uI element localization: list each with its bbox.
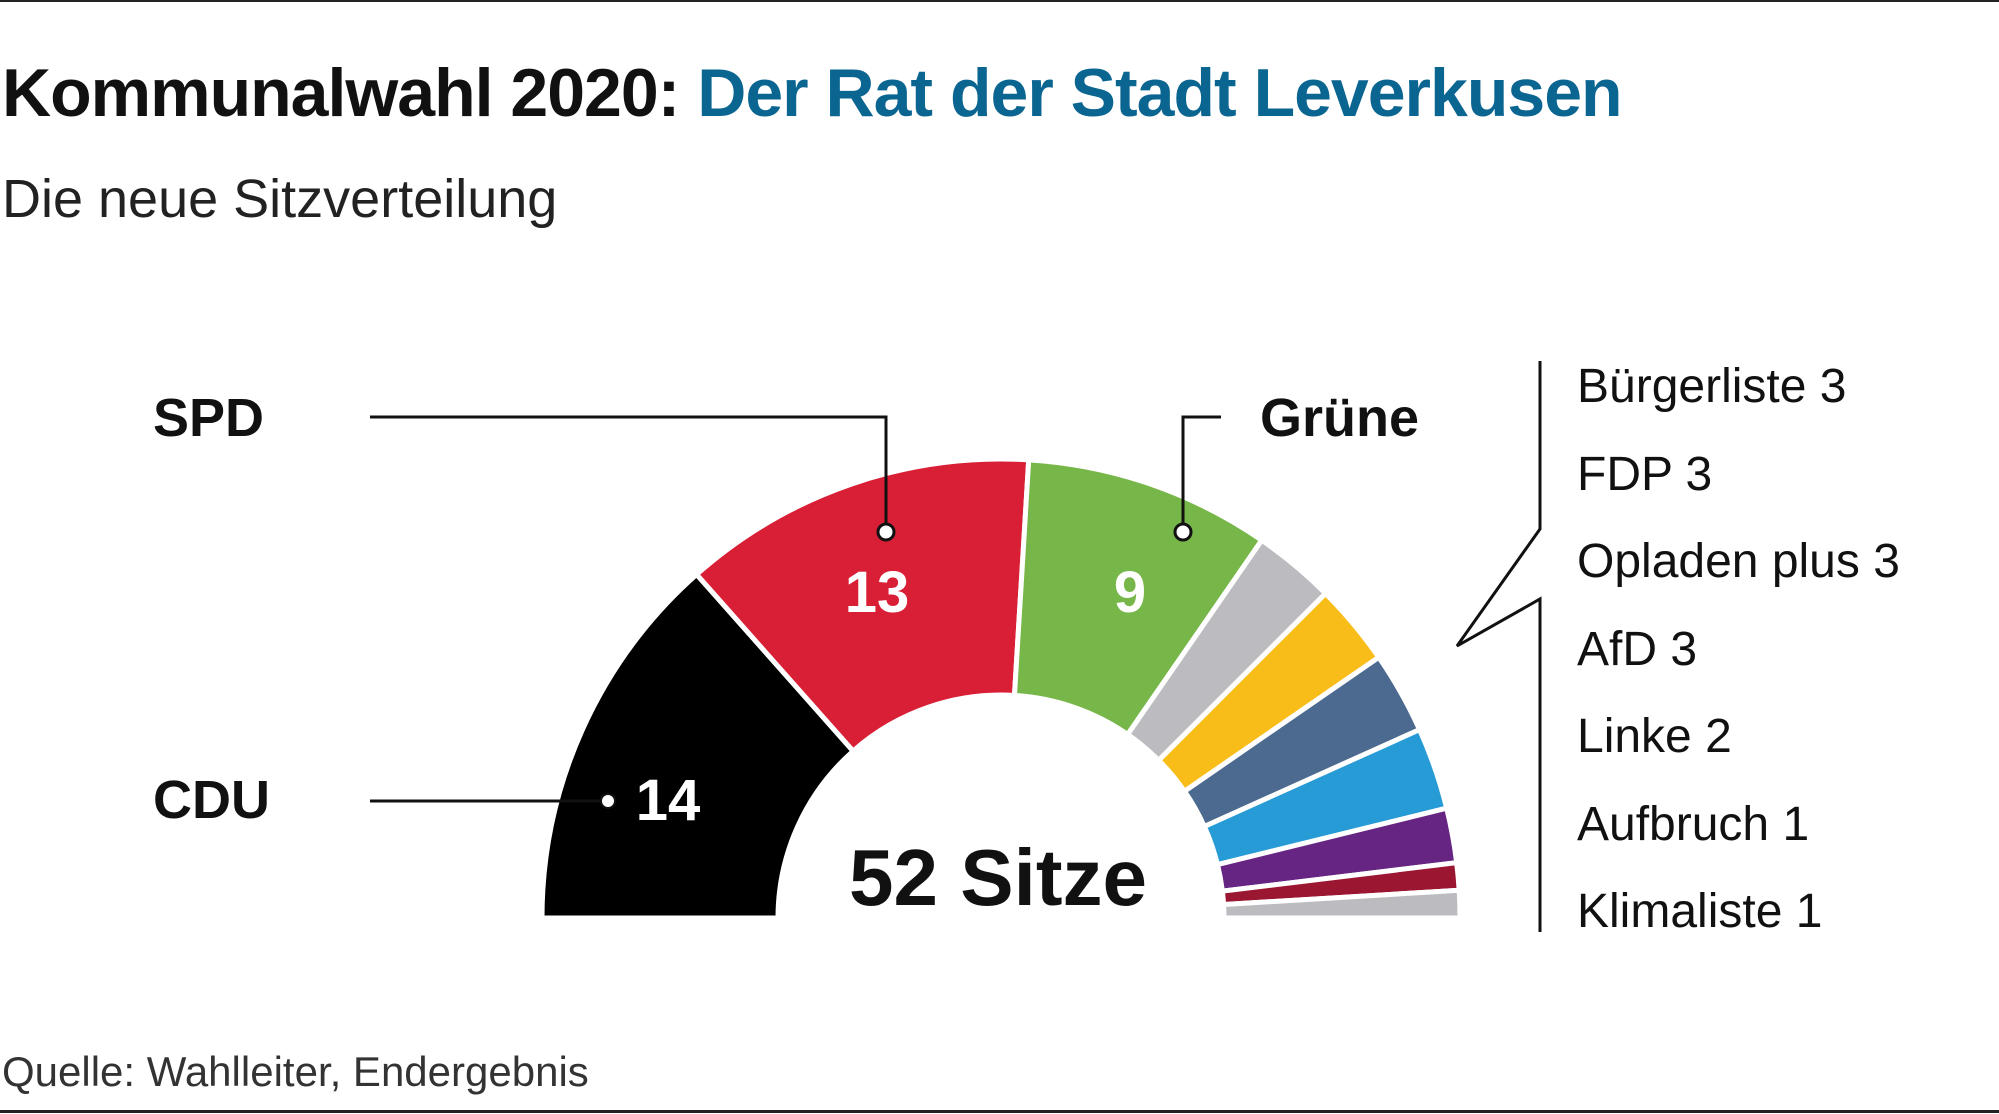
value-cdu: 14 — [636, 768, 701, 833]
value-gruene: 9 — [1114, 560, 1146, 625]
label-gruene: Grüne — [1260, 388, 1419, 448]
legend-item: Linke 2 — [1577, 710, 1732, 763]
cdu-leader-dot — [600, 793, 616, 809]
legend-item: Opladen plus 3 — [1577, 535, 1900, 588]
bottom-border — [0, 1110, 1999, 1113]
source-note: Quelle: Wahlleiter, Endergebnis — [2, 1048, 589, 1095]
legend: Bürgerliste 3 FDP 3 Opladen plus 3 AfD 3… — [1577, 352, 1987, 965]
segment-spd — [693, 456, 1032, 755]
title-prefix: Kommunalwahl 2020: — [2, 55, 680, 131]
center-label: 52 Sitze — [849, 833, 1147, 922]
label-cdu: CDU — [153, 770, 270, 830]
legend-item: FDP 3 — [1577, 447, 1713, 501]
label-spd: SPD — [153, 388, 264, 448]
segment-cdu — [539, 570, 857, 921]
chart-title: Kommunalwahl 2020: Der Rat der Stadt Lev… — [2, 54, 1992, 132]
top-border — [0, 0, 1999, 2]
legend-item: AfD 3 — [1577, 622, 1698, 676]
value-spd: 13 — [845, 560, 910, 625]
chart-subtitle: Die neue Sitzverteilung — [2, 169, 558, 229]
title-accent: Der Rat der Stadt Leverkusen — [697, 55, 1622, 131]
gruene-leader-line — [1181, 415, 1221, 530]
legend-item: Bürgerliste 3 — [1577, 360, 1847, 413]
legend-bracket — [1455, 361, 1542, 932]
legend-item: Aufbruch 1 — [1577, 797, 1810, 851]
spd-leader-dot — [876, 522, 896, 542]
gruene-leader-dot — [1173, 522, 1193, 542]
segment-klimaliste — [1220, 887, 1463, 921]
segments — [539, 456, 1463, 921]
legend-item: Klimaliste 1 — [1577, 885, 1823, 938]
spd-leader-line — [370, 415, 888, 530]
